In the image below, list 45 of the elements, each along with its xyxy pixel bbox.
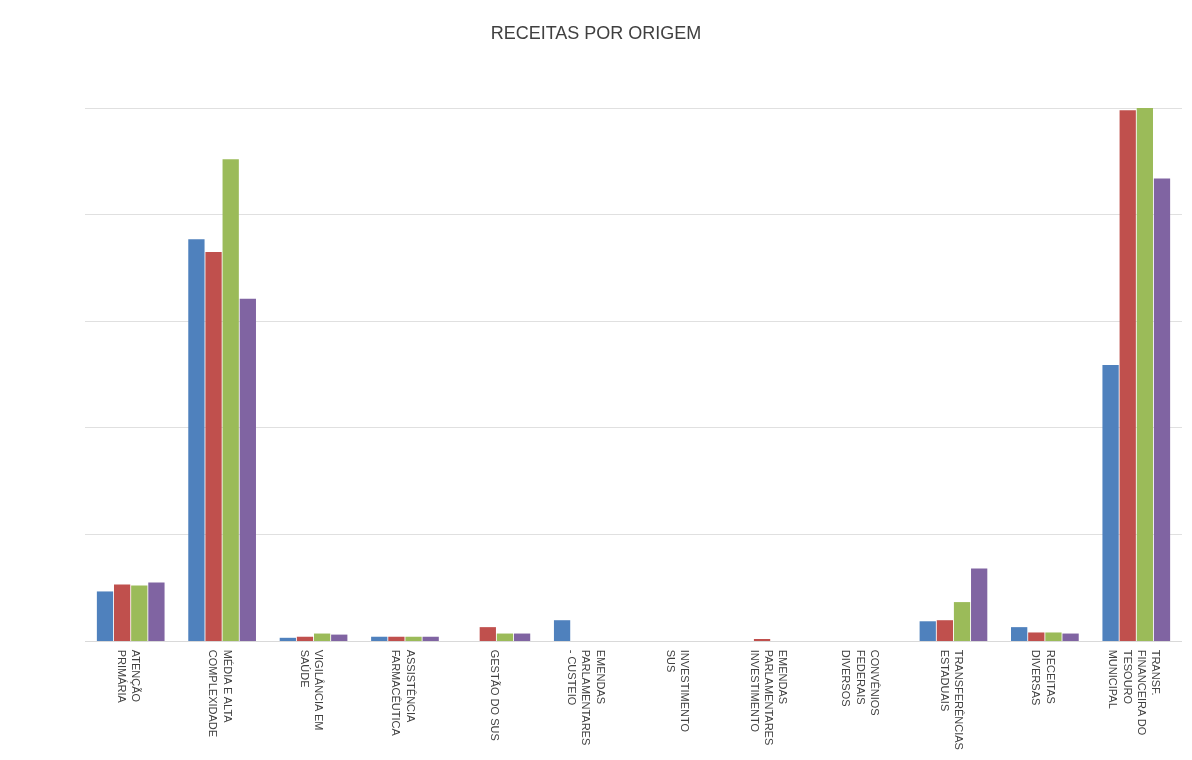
bar bbox=[422, 636, 439, 641]
bar bbox=[553, 620, 571, 641]
x-tick-label: ATENÇÃO PRIMÁRIA bbox=[116, 649, 143, 704]
bar bbox=[1045, 632, 1062, 641]
bar bbox=[313, 633, 331, 641]
bar bbox=[188, 239, 205, 641]
x-tick-label: CONVÊNIOS FEDERAIS DIVERSOS bbox=[840, 649, 881, 716]
bar bbox=[96, 591, 114, 641]
bar bbox=[296, 636, 314, 641]
bar bbox=[114, 584, 131, 641]
bar bbox=[1119, 110, 1136, 641]
bar bbox=[1062, 633, 1079, 641]
bar bbox=[936, 620, 954, 641]
bar bbox=[1028, 632, 1045, 641]
bar bbox=[513, 633, 531, 641]
bar bbox=[239, 298, 256, 641]
x-tick-label: MÉDIA E ALTA COMPLEXIDADE bbox=[207, 649, 234, 738]
bar bbox=[1153, 178, 1171, 641]
bar bbox=[1102, 364, 1119, 641]
bar bbox=[405, 636, 422, 641]
bar bbox=[1011, 627, 1028, 641]
bar bbox=[371, 636, 388, 641]
bar bbox=[222, 159, 239, 641]
x-tick-label: INVESTIMENTO SUS bbox=[664, 649, 691, 733]
bar bbox=[496, 633, 514, 641]
x-tick-label: TRANSFERÊNCIAS ESTADUAIS bbox=[938, 649, 966, 750]
x-tick-label: ASSISTÊNCIA FARMACÊUTICA bbox=[390, 649, 417, 737]
x-tick-label: RECEITAS DIVERSAS bbox=[1030, 649, 1057, 706]
bar bbox=[148, 582, 165, 641]
x-tick-label: EMENDAS PARLAMENTARES - CUSTEIO bbox=[565, 649, 607, 746]
bar bbox=[331, 634, 348, 641]
bar bbox=[279, 637, 296, 641]
bar bbox=[953, 602, 971, 641]
x-tick-label: EMENDAS PARLAMENTARES INVESTIMENTO bbox=[748, 649, 790, 746]
bar bbox=[205, 251, 222, 641]
bar bbox=[971, 568, 988, 641]
bar bbox=[131, 585, 148, 641]
x-tick-label: VIGILÂNCIA EM SAÚDE bbox=[298, 649, 326, 731]
chart-title: RECEITAS POR ORIGEM bbox=[490, 23, 702, 44]
x-tick-label: GESTÃO DO SUS bbox=[488, 649, 501, 741]
bar bbox=[919, 621, 936, 641]
x-tick-label: TRANSF. FINANCEIRA DO TESOURO MUNICIPAL bbox=[1107, 649, 1163, 736]
bar bbox=[388, 636, 405, 641]
bar bbox=[479, 627, 496, 641]
bar bbox=[1136, 108, 1153, 641]
